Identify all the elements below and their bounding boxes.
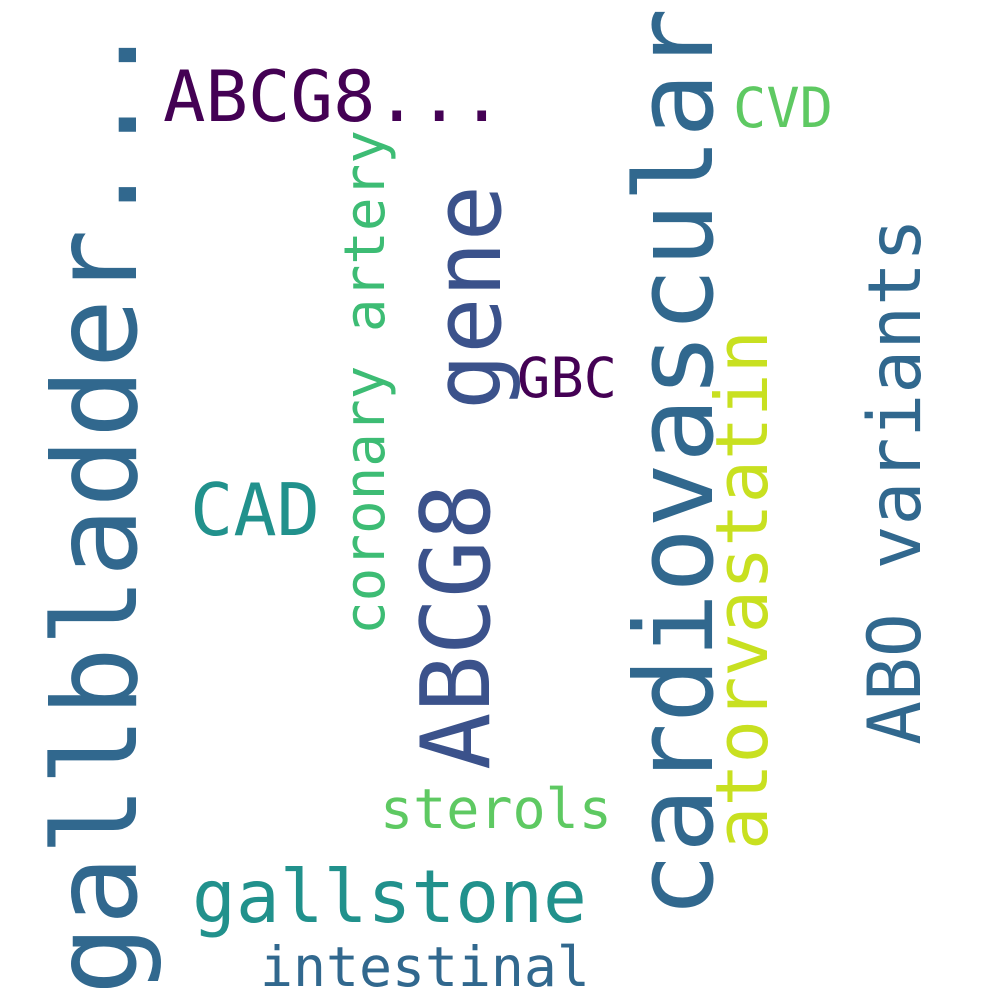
word-coronary-artery: coronary artery xyxy=(333,130,398,635)
word-atorvastatin: atorvastatin xyxy=(700,330,784,850)
word-intestinal: intestinal xyxy=(260,935,590,999)
word-gallbladder: gallbladder... xyxy=(30,20,164,995)
word-abcg8-ellipsis: ABCG8... xyxy=(163,55,503,138)
word-abo-variants: ABO variants xyxy=(853,218,938,745)
word-cad: CAD xyxy=(190,468,320,552)
word-gallstone: gallstone xyxy=(192,855,587,940)
word-cvd: CVD xyxy=(733,77,833,141)
word-sterols: sterols xyxy=(380,777,612,841)
word-gene: gene xyxy=(414,185,523,410)
word-abcg8: ABCG8 xyxy=(402,483,512,770)
word-gbc: GBC xyxy=(517,347,617,411)
